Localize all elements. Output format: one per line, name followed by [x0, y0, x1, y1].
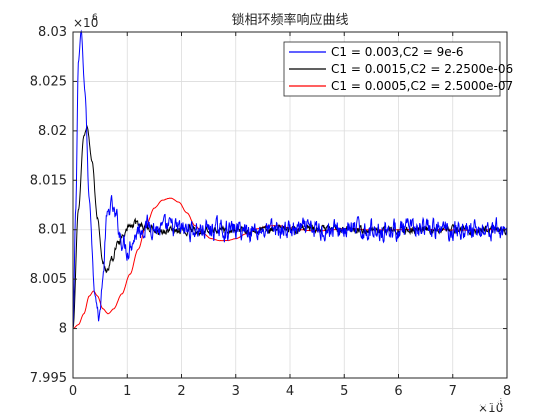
x-tick-label: 5 [340, 384, 348, 399]
y-tick-label: 8.01 [38, 223, 67, 238]
axis-ticks: 0 1 2 3 4 5 6 7 8 7.995 8 8.005 8.01 8.015 8.02 8.025 8.… [30, 25, 511, 399]
x-tick-label: 2 [177, 384, 185, 399]
x-tick-label: 3 [232, 384, 240, 399]
legend-label-2: C1 = 0.0015,C2 = 2.2500e-06 [331, 62, 513, 76]
legend: C1 = 0.003,C2 = 9e-6 C1 = 0.0015,C2 = 2.… [283, 41, 513, 97]
x-exponent-base: ×10 [478, 401, 503, 415]
x-tick-label: 1 [123, 384, 131, 399]
x-exponent-power: 4 [497, 398, 503, 408]
x-exponent: ×10 4 [478, 398, 503, 415]
legend-entry-2: C1 = 0.0015,C2 = 2.2500e-06 [289, 62, 513, 76]
x-tick-label: 0 [69, 384, 77, 399]
legend-label-1: C1 = 0.003,C2 = 9e-6 [331, 45, 464, 59]
x-tick-label: 4 [286, 384, 294, 399]
y-exponent-power: 6 [92, 13, 98, 23]
y-tick-label: 8.03 [38, 25, 67, 40]
series-line-1 [72, 29, 508, 329]
legend-entry-3: C1 = 0.0005,C2 = 2.5000e-07 [289, 79, 513, 93]
y-tick-label: 8.025 [30, 74, 67, 89]
x-tick-label: 7 [449, 384, 457, 399]
y-exponent-base: ×10 [73, 16, 98, 30]
y-exponent: ×10 6 [73, 13, 98, 30]
legend-entry-1: C1 = 0.003,C2 = 9e-6 [289, 45, 464, 59]
y-tick-label: 7.995 [30, 371, 67, 386]
y-tick-label: 8.015 [30, 173, 67, 188]
x-tick-label: 8 [503, 384, 511, 399]
x-tick-label: 6 [394, 384, 402, 399]
chart-title: 锁相环频率响应曲线 [231, 12, 348, 28]
y-tick-label: 8.02 [38, 124, 67, 139]
legend-label-3: C1 = 0.0005,C2 = 2.5000e-07 [331, 79, 513, 93]
y-tick-label: 8.005 [30, 272, 67, 287]
y-tick-label: 8 [59, 322, 67, 337]
series-layer [72, 29, 508, 330]
watermark-text: CSDN @我爱C编程 [386, 395, 510, 411]
